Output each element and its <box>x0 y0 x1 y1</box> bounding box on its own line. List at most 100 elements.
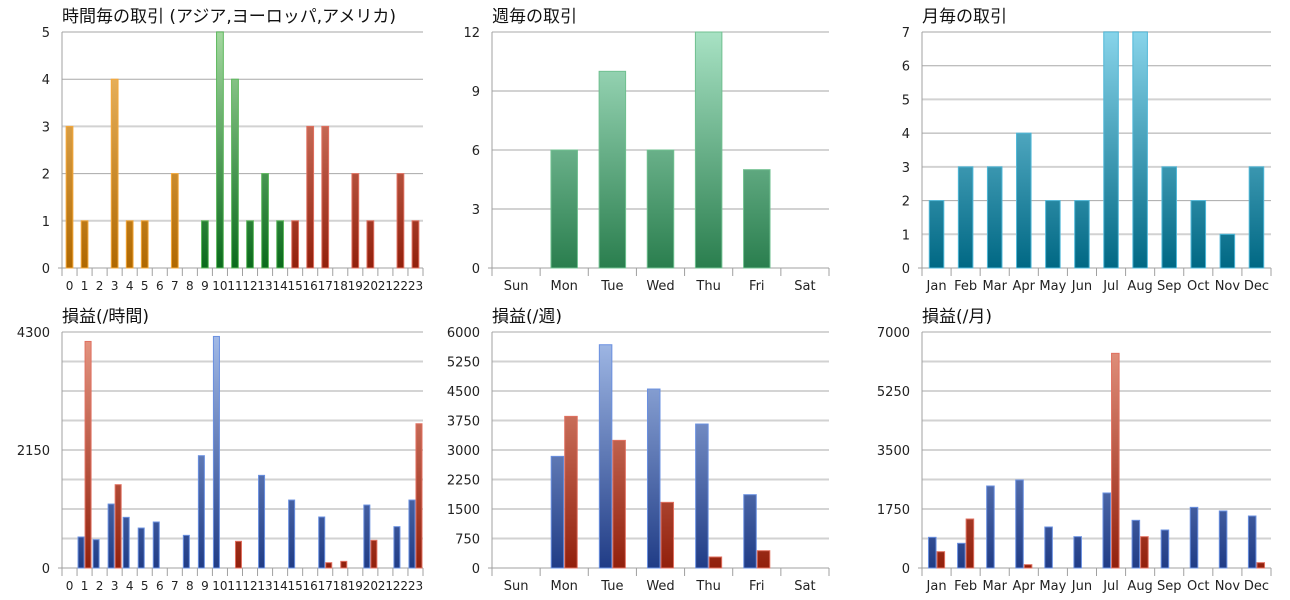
x-tick-label: Oct <box>1187 579 1209 594</box>
x-tick-label: 15 <box>288 279 303 293</box>
bar-利益-8 <box>182 534 190 569</box>
weekly-trades-chart: 週毎の取引 0 3 6 9 12 Sun Mon Tue Wed Thu Fri Sat <box>430 0 860 300</box>
bar-損失-Jan <box>936 551 946 569</box>
bar-取引-Oct <box>1190 200 1207 269</box>
x-tick-label: 7 <box>171 279 179 293</box>
bar-利益-4 <box>122 516 130 569</box>
x-tick-label: 17 <box>318 579 333 593</box>
y-tick-label: 1500 <box>447 503 480 518</box>
bar-利益-13 <box>258 474 266 569</box>
x-tick-label: Oct <box>1187 279 1209 294</box>
weekly-trades-plot: 0 3 6 9 12 Sun Mon Tue Wed Thu Fri Sat <box>463 26 830 294</box>
y-tick-label: 0 <box>42 262 50 277</box>
x-tick-label: 4 <box>126 579 134 593</box>
x-tick-label: 0 <box>66 279 74 293</box>
x-tick-label: Sep <box>1157 579 1182 594</box>
bar-利益-5 <box>137 527 145 569</box>
x-tick-label: Fri <box>749 279 765 294</box>
bar-アメリカ-23 <box>411 220 420 269</box>
x-tick-label: 3 <box>111 279 119 293</box>
bar-ヨーロッパ-10 <box>216 31 224 269</box>
bar-損失-Wed <box>660 501 675 569</box>
bar-アメリカ-15 <box>291 220 300 269</box>
y-tick-label: 5 <box>902 93 910 108</box>
x-tick-label: 20 <box>363 279 378 293</box>
bar-利益-Sep <box>1160 529 1170 569</box>
bar-利益-Oct <box>1189 506 1199 569</box>
x-tick-label: Jul <box>1102 279 1119 294</box>
bar-利益-Jun <box>1073 536 1082 569</box>
x-tick-label: 2 <box>96 279 104 293</box>
x-tick-label: 6 <box>156 279 164 293</box>
bar-取引-Nov <box>1219 233 1236 269</box>
y-tick-label: 4 <box>902 127 910 142</box>
bar-取引-Thu <box>694 31 723 269</box>
x-tick-label: 14 <box>272 279 287 293</box>
x-tick-label: Apr <box>1013 279 1036 294</box>
x-tick-label: 23 <box>408 579 423 593</box>
monthly-trades-plot: 0 1 2 3 4 5 6 7 Jan Feb Mar Apr May Jun Jul Aug Sep Oct No… <box>902 26 1272 294</box>
y-tick-label: 3750 <box>447 415 480 430</box>
x-tick-label: Sat <box>794 579 815 594</box>
x-tick-label: 12 <box>242 579 257 593</box>
y-tick-label: 0 <box>902 262 910 277</box>
x-tick-label: 11 <box>227 579 242 593</box>
x-tick-label: 22 <box>393 579 408 593</box>
bar-取引-May <box>1045 200 1061 269</box>
chart-title: 時間毎の取引 (アジア,ヨーロッパ,アメリカ) <box>62 7 396 27</box>
y-tick-label: 4300 <box>17 326 50 341</box>
bar-利益-17 <box>318 516 326 569</box>
bar-利益-3 <box>107 503 115 569</box>
x-tick-label: May <box>1039 279 1066 294</box>
x-tick-label: 7 <box>171 579 179 593</box>
y-tick-label: 2 <box>902 195 910 210</box>
bar-取引-Mon <box>550 149 578 269</box>
bar-利益-Thu <box>695 423 709 569</box>
bar-利益-Wed <box>646 388 661 569</box>
bar-損失-Thu <box>708 556 723 569</box>
x-tick-label: 10 <box>212 579 227 593</box>
weekly-pnl-plot: 0 750 1500 2250 3000 3750 4500 5250 6000 Sun Mon Tu… <box>447 326 830 594</box>
x-tick-label: Thu <box>695 579 720 594</box>
x-tick-label: Jan <box>926 579 947 594</box>
x-tick-label: 2 <box>96 579 104 593</box>
monthly-trades-chart: 月毎の取引 0 1 2 3 4 5 6 7 Jan Feb Mar Apr May Jun Jul Aug Se… <box>860 0 1290 300</box>
bar-取引-Apr <box>1016 132 1032 269</box>
x-tick-label: 12 <box>242 279 257 293</box>
y-tick-label: 1 <box>902 228 910 243</box>
x-tick-label: Nov <box>1215 279 1241 294</box>
bar-ヨーロッパ-12 <box>246 220 254 269</box>
bar-損失-Tue <box>612 439 626 569</box>
bar-損失-18 <box>340 560 348 569</box>
x-tick-label: Mon <box>551 279 578 294</box>
bar-利益-Mon <box>550 455 565 569</box>
bar-利益-Fri <box>743 494 757 569</box>
bar-損失-23 <box>415 423 423 569</box>
x-tick-label: 19 <box>348 579 363 593</box>
x-tick-label: 17 <box>318 279 333 293</box>
chart-title: 月毎の取引 <box>922 7 1007 27</box>
x-tick-label: 8 <box>186 579 194 593</box>
x-tick-label: 9 <box>201 579 209 593</box>
bar-取引-Mar <box>986 166 1003 269</box>
bar-利益-2 <box>92 539 100 569</box>
bar-損失-Dec <box>1256 562 1266 569</box>
bar-取引-Jun <box>1074 200 1090 269</box>
bar-利益-10 <box>212 335 220 569</box>
y-tick-label: 7000 <box>877 326 910 341</box>
bar-利益-Dec <box>1247 515 1257 569</box>
y-tick-label: 9 <box>472 85 480 100</box>
y-tick-label: 6 <box>902 60 910 75</box>
y-tick-label: 1750 <box>877 503 910 518</box>
chart-title: 損益(/週) <box>492 307 562 327</box>
y-tick-label: 4500 <box>447 385 480 400</box>
bar-取引-Dec <box>1248 166 1265 269</box>
monthly-pnl-plot: 0 1750 3500 5250 7000 Jan Feb Mar Apr May Jun Jul Au… <box>877 326 1272 594</box>
x-tick-label: Tue <box>600 279 623 294</box>
bar-損失-Fri <box>756 550 771 569</box>
chart-title: 週毎の取引 <box>492 7 577 27</box>
bar-アジア-4 <box>125 220 134 269</box>
bar-損失-1 <box>84 340 92 569</box>
x-tick-label: Wed <box>646 579 674 594</box>
